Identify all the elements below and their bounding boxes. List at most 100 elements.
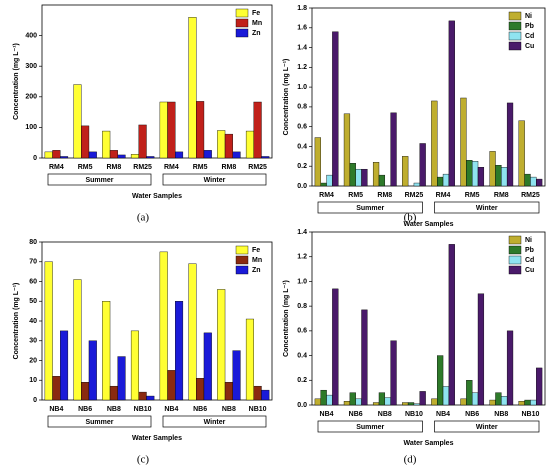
y-tick-label: 1.2 (297, 254, 307, 261)
bar (314, 398, 321, 406)
bar (466, 160, 473, 187)
bar (506, 330, 514, 406)
bar (536, 178, 543, 187)
bar (52, 150, 61, 159)
legend-label: Pb (525, 23, 534, 30)
bar (326, 394, 333, 406)
bar (355, 398, 362, 406)
x-tick-label: NB6 (349, 411, 363, 418)
group-label: Winter (476, 205, 498, 212)
legend-swatch (508, 255, 522, 265)
bar (217, 289, 226, 401)
x-tick-label: RM5 (78, 164, 93, 171)
x-tick-label: RM25 (521, 192, 540, 199)
x-axis-label: Water Samples (404, 440, 454, 447)
legend-label: Cd (525, 257, 534, 264)
x-tick-label: NB10 (521, 411, 539, 418)
group-label: Summer (85, 419, 113, 426)
y-tick-label: 300 (25, 63, 37, 70)
legend-swatch (508, 21, 522, 31)
bar (489, 399, 496, 406)
x-tick-label: NB6 (193, 406, 207, 413)
legend-label: Ni (525, 13, 532, 20)
bar (332, 31, 339, 187)
bar (188, 263, 197, 401)
bar (349, 163, 356, 187)
group-box (162, 173, 267, 186)
group-label: Summer (85, 177, 113, 184)
legend-swatch (235, 255, 249, 265)
y-axis-label: Concentration (mg L⁻¹) (283, 280, 290, 357)
panel-label: (b) (404, 212, 417, 224)
bar (442, 386, 450, 406)
y-tick-label: 80 (29, 239, 37, 246)
bar (518, 401, 525, 406)
bar (261, 156, 270, 159)
plot-area (41, 4, 273, 159)
bar (495, 165, 502, 187)
legend-label: Cu (525, 267, 534, 274)
bar (530, 176, 537, 187)
bar (372, 402, 380, 406)
bar (326, 174, 333, 187)
y-tick-label: 40 (29, 318, 37, 325)
y-tick-label: 70 (29, 259, 37, 266)
y-tick-label: 0.4 (297, 352, 307, 359)
bar (146, 156, 155, 159)
group-box (317, 201, 423, 214)
x-axis-label: Water Samples (404, 221, 454, 228)
y-tick-label: 0.0 (297, 402, 307, 409)
x-tick-label: NB4 (320, 411, 334, 418)
bar (217, 130, 226, 159)
bar (159, 251, 168, 401)
y-tick-label: 10 (29, 377, 37, 384)
x-tick-label: RM4 (319, 192, 334, 199)
bar (320, 389, 327, 406)
x-tick-label: RM25 (405, 192, 424, 199)
x-tick-label: NB6 (78, 406, 92, 413)
y-tick-label: 0.6 (297, 328, 307, 335)
legend-swatch (235, 28, 249, 38)
bar (232, 350, 241, 401)
bar (349, 392, 356, 406)
y-tick-label: 1.4 (297, 229, 307, 236)
y-tick-label: 0 (33, 155, 37, 162)
group-box (434, 420, 540, 433)
legend-label: Ni (525, 237, 532, 244)
legend-label: Zn (252, 30, 261, 37)
panel-label: (c) (137, 454, 150, 466)
bar (81, 382, 90, 401)
legend-swatch (235, 245, 249, 255)
bar (146, 395, 155, 401)
bar (361, 168, 368, 187)
bar (253, 385, 262, 401)
bar (390, 112, 397, 187)
bar (431, 100, 438, 187)
x-tick-label: NB6 (465, 411, 479, 418)
y-tick-label: 0.2 (297, 377, 307, 384)
bar (448, 244, 455, 406)
legend-swatch (235, 8, 249, 18)
legend-label: Pb (525, 247, 534, 254)
group-box (47, 415, 152, 428)
bar (44, 151, 53, 159)
bar (402, 402, 409, 406)
bar (44, 261, 53, 401)
legend-label: Mn (252, 257, 262, 264)
x-tick-label: NB4 (436, 411, 450, 418)
plot-area (311, 231, 546, 406)
x-tick-label: RM4 (49, 164, 64, 171)
legend-swatch (508, 11, 522, 21)
bar (437, 176, 444, 187)
bar (402, 156, 409, 187)
group-box (317, 420, 423, 433)
group-label: Winter (476, 424, 498, 431)
x-tick-label: RM4 (436, 192, 451, 199)
y-tick-label: 200 (25, 94, 37, 101)
bar (117, 356, 126, 401)
group-label: Summer (356, 205, 384, 212)
x-tick-label: RM25 (133, 164, 152, 171)
bar (477, 167, 485, 187)
y-axis-label: Concentration (mg L⁻¹) (13, 43, 20, 120)
